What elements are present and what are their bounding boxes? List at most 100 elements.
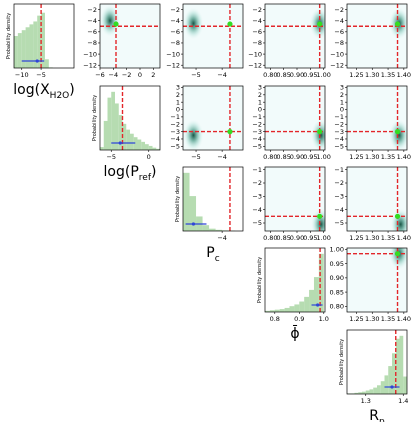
- y-tick-label: 2: [340, 91, 344, 99]
- x-tick-label: −4: [109, 71, 119, 79]
- panel-content: [265, 248, 324, 312]
- hist-bar: [274, 309, 280, 312]
- x-tick-label: 0: [138, 71, 142, 79]
- y-tick-label: −2: [252, 120, 262, 128]
- estimate: [390, 385, 394, 389]
- y-tick-label: −3: [334, 128, 344, 136]
- y-axis-label: Probability density: [92, 95, 98, 141]
- y-tick-label: −3: [334, 193, 344, 201]
- label-end: ): [69, 82, 74, 98]
- y-tick-label: −6: [170, 28, 180, 36]
- hist-bar: [399, 335, 404, 394]
- estimate: [316, 303, 320, 307]
- y-tick-label: 2: [176, 91, 180, 99]
- density: [311, 119, 325, 150]
- y-tick-label: −10: [248, 50, 262, 58]
- hist-bar: [403, 376, 407, 394]
- y-tick-label: −6: [252, 28, 262, 36]
- hist-bar: [309, 289, 314, 312]
- y-tick-label: −2: [252, 179, 262, 187]
- hist-bar: [215, 229, 223, 231]
- x-tick-label: 0: [147, 153, 151, 161]
- hist-bar: [362, 391, 366, 394]
- hist-bar: [14, 36, 18, 68]
- frame: [346, 85, 408, 151]
- y-tick-label: 1: [176, 98, 180, 106]
- x-tick-label: 0.80: [263, 153, 277, 161]
- frame: [99, 85, 161, 151]
- frame: [182, 166, 244, 232]
- x-tick-label: 1.00: [316, 71, 330, 79]
- estimate: [35, 59, 39, 63]
- hist-bar: [25, 27, 30, 68]
- y-tick-label: −10: [83, 50, 97, 58]
- label-sub: c: [215, 254, 220, 264]
- x-axis-label: log(XH2O): [13, 82, 74, 101]
- y-tick-label: −12: [166, 61, 180, 69]
- panel-content: [265, 86, 325, 150]
- hist-bar: [107, 97, 112, 150]
- y-tick-label: −8: [87, 39, 97, 47]
- x-tick-label: 0.95: [303, 234, 317, 242]
- y-tick-label: 0: [340, 106, 344, 114]
- hist-bar: [29, 24, 34, 68]
- best-fit: [317, 129, 323, 135]
- hist-bar: [141, 141, 145, 150]
- y-tick-label: −4: [170, 17, 180, 25]
- panel-content: [265, 167, 325, 231]
- hist-bar: [126, 129, 130, 150]
- hist-bar: [289, 306, 295, 312]
- y-tick-label: −3: [252, 128, 262, 136]
- y-tick-label: 3: [176, 84, 180, 92]
- frame: [13, 3, 75, 69]
- y-tick-label: −1: [170, 113, 180, 121]
- frame: [264, 166, 326, 232]
- x-tick-label: −5: [191, 153, 201, 161]
- y-tick-label: −5: [252, 219, 262, 227]
- y-tick-label: −12: [330, 61, 344, 69]
- hist-bar: [183, 172, 190, 231]
- hist-bar: [392, 353, 396, 394]
- label-main: log(P: [104, 164, 139, 180]
- y-tick-label: 0.85: [330, 288, 344, 296]
- x-tick-label: 2: [151, 71, 155, 79]
- y-axis-label: Probability density: [339, 339, 345, 385]
- y-tick-label: −5: [334, 143, 344, 151]
- y-tick-label: −8: [252, 39, 262, 47]
- hist-bar: [202, 225, 210, 231]
- x-tick-label: 1.3: [361, 397, 371, 405]
- best-fit: [317, 213, 323, 219]
- y-tick-label: 1: [340, 98, 344, 106]
- density: [311, 208, 325, 231]
- y-tick-label: −1: [334, 166, 344, 174]
- x-tick-label: −2: [122, 71, 132, 79]
- best-fit: [227, 129, 233, 135]
- y-tick-label: −6: [334, 28, 344, 36]
- x-tick-label: −5: [106, 153, 116, 161]
- estimate: [191, 222, 196, 226]
- x-tick-label: −4: [217, 71, 227, 79]
- x-tick-label: −6: [95, 71, 105, 79]
- hist-bar: [358, 392, 362, 394]
- y-tick-label: 2: [258, 91, 262, 99]
- hist-bar: [373, 387, 377, 394]
- frame: [182, 3, 244, 69]
- y-axis-label: Probability density: [257, 257, 263, 303]
- label-main: log(X: [13, 82, 50, 98]
- best-fit: [227, 21, 233, 27]
- hist-bar: [137, 139, 142, 150]
- x-tick-label: 1.40: [397, 71, 411, 79]
- x-tick-label: 0.8: [270, 315, 280, 323]
- x-axis-label: ϕ̄: [290, 324, 299, 342]
- hist-bar: [130, 133, 134, 150]
- y-tick-label: 0.90: [330, 274, 344, 282]
- hist-bar: [318, 253, 324, 312]
- x-tick-label: 1.00: [316, 234, 330, 242]
- hist-bar: [284, 307, 290, 312]
- y-tick-label: 0: [176, 106, 180, 114]
- y-tick-label: 3: [340, 84, 344, 92]
- y-tick-label: 0.95: [330, 260, 344, 268]
- panel-content: [183, 167, 236, 231]
- frame: [346, 247, 408, 313]
- hist-bar: [44, 59, 49, 68]
